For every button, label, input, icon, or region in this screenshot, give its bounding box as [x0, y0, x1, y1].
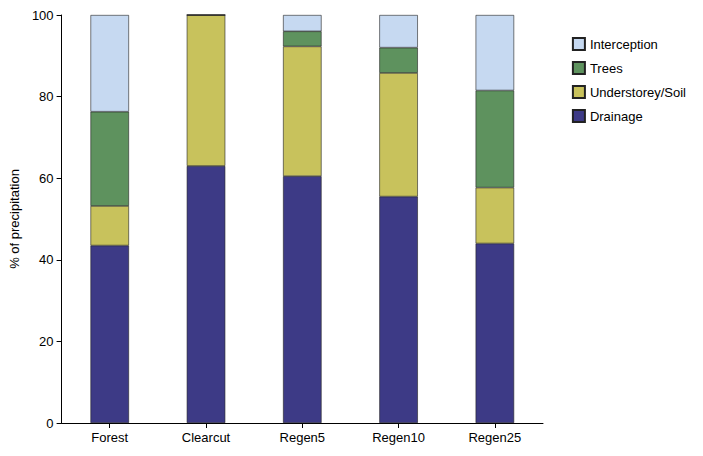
svg-text:60: 60 [39, 171, 53, 186]
svg-text:Trees: Trees [590, 61, 623, 76]
svg-text:20: 20 [39, 334, 53, 349]
svg-text:Clearcut: Clearcut [182, 430, 231, 445]
svg-text:Forest: Forest [91, 430, 128, 445]
svg-text:Regen5: Regen5 [280, 430, 326, 445]
svg-text:100: 100 [32, 8, 54, 23]
svg-text:Interception: Interception [590, 37, 658, 52]
svg-text:Understorey/Soil: Understorey/Soil [590, 85, 686, 100]
svg-text:Regen10: Regen10 [372, 430, 425, 445]
svg-text:Regen25: Regen25 [468, 430, 521, 445]
svg-text:Drainage: Drainage [590, 109, 643, 124]
svg-text:% of precipitation: % of precipitation [7, 169, 22, 269]
svg-text:0: 0 [46, 416, 53, 431]
svg-text:80: 80 [39, 89, 53, 104]
svg-text:40: 40 [39, 252, 53, 267]
